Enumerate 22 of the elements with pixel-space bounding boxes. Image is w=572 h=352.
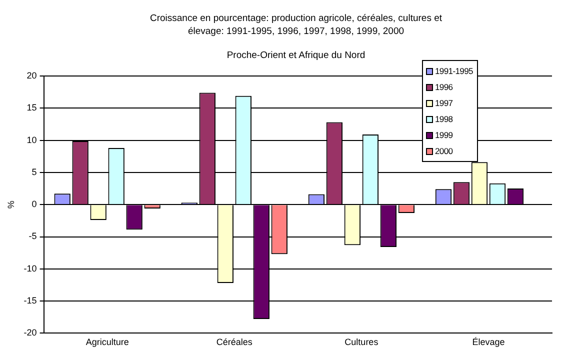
legend-label: 1998 xyxy=(434,113,454,126)
x-tick-label: Agriculture xyxy=(86,337,129,348)
x-tick-label: Cultures xyxy=(344,337,379,348)
legend-label: 2000 xyxy=(434,145,454,158)
y-axis-title: % xyxy=(6,200,16,209)
legend-label: 1997 xyxy=(434,97,454,110)
legend-label: 1999 xyxy=(434,129,454,142)
y-tick-label: 5 xyxy=(32,166,37,177)
y-tick-label: -15 xyxy=(24,296,37,306)
x-tick-label: Élevage xyxy=(472,337,505,348)
y-tick-label: 15 xyxy=(26,102,37,113)
legend-label: 1996 xyxy=(434,81,454,94)
x-tick-label: Céréales xyxy=(216,337,253,348)
y-tick-label: 0 xyxy=(32,199,37,210)
y-tick-label: -5 xyxy=(28,231,37,242)
y-tick-label: 10 xyxy=(26,134,37,145)
y-tick-label: -10 xyxy=(24,263,37,274)
chart-subtitle: Proche-Orient et Afrique du Nord xyxy=(226,50,366,61)
y-tick-label: -20 xyxy=(24,328,37,338)
y-tick-label: 20 xyxy=(26,70,37,80)
legend-label: 1991-1995 xyxy=(434,65,474,78)
chart-title: Croissance en pourcentage: production agricole, céréales, cultures et élevage: 1991-1995, 1996, 1997, 1998, 1999, 2000 xyxy=(148,12,444,38)
